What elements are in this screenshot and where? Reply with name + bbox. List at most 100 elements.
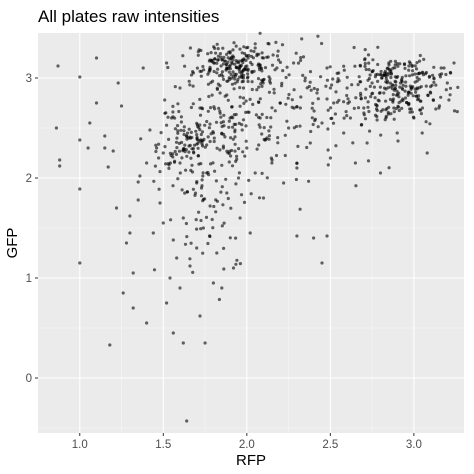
data-point	[342, 100, 346, 104]
data-point	[245, 54, 249, 58]
data-point	[401, 83, 405, 87]
data-point	[418, 108, 423, 112]
data-point	[203, 341, 207, 345]
data-point	[238, 95, 242, 99]
data-point	[282, 181, 286, 185]
data-point	[409, 87, 413, 91]
data-point	[316, 97, 320, 101]
data-point	[368, 84, 372, 88]
data-point	[335, 71, 339, 75]
data-point	[173, 159, 177, 163]
data-point	[324, 84, 328, 88]
y-tick-label: 0	[26, 373, 32, 385]
data-point	[227, 70, 231, 74]
data-point	[222, 113, 226, 117]
data-point	[287, 126, 291, 130]
data-point	[178, 161, 182, 165]
data-point	[437, 104, 442, 108]
data-point	[447, 98, 451, 102]
data-point	[270, 106, 274, 110]
data-point	[182, 132, 186, 137]
data-point	[248, 231, 252, 235]
data-point	[163, 98, 167, 102]
data-point	[308, 70, 313, 74]
data-point	[86, 146, 90, 150]
data-point	[236, 176, 241, 180]
data-point	[54, 126, 59, 130]
data-point	[448, 70, 452, 75]
data-point	[328, 65, 332, 69]
data-point	[78, 75, 82, 79]
data-point	[200, 178, 204, 182]
data-point	[430, 83, 434, 87]
data-point	[185, 235, 189, 239]
data-point	[391, 93, 395, 97]
data-point	[363, 57, 367, 61]
data-point	[307, 84, 311, 89]
data-point	[427, 74, 432, 78]
data-point	[229, 206, 233, 210]
data-point	[396, 105, 401, 109]
data-point	[176, 177, 180, 181]
data-point	[267, 134, 271, 138]
data-point	[111, 149, 115, 153]
data-point	[171, 110, 175, 114]
data-point	[356, 83, 360, 87]
data-point	[163, 111, 167, 115]
data-point	[285, 119, 289, 123]
data-point	[253, 46, 257, 50]
data-point	[165, 123, 169, 127]
data-point	[320, 121, 324, 125]
data-point	[422, 57, 426, 62]
data-point	[216, 58, 220, 62]
data-point	[154, 149, 158, 154]
data-point	[364, 87, 368, 91]
data-point	[374, 107, 379, 111]
data-point	[171, 184, 175, 188]
data-point	[201, 251, 205, 255]
data-point	[366, 105, 370, 109]
data-point	[201, 199, 205, 203]
data-point	[217, 297, 221, 302]
data-point	[383, 118, 387, 122]
data-point	[237, 121, 241, 125]
data-point	[431, 98, 435, 102]
data-point	[159, 131, 163, 135]
data-point	[151, 231, 155, 235]
data-point	[238, 86, 242, 90]
data-point	[280, 84, 284, 88]
data-point	[315, 88, 320, 92]
data-point	[234, 159, 238, 163]
data-point	[201, 144, 205, 148]
data-point	[220, 58, 224, 62]
data-point	[352, 106, 356, 110]
data-point	[242, 101, 246, 105]
data-point	[166, 115, 170, 119]
data-point	[213, 57, 217, 61]
data-point	[199, 227, 203, 231]
data-point	[369, 95, 373, 99]
data-point	[243, 154, 247, 158]
data-point	[168, 161, 172, 165]
data-point	[180, 140, 184, 145]
data-point	[238, 262, 242, 266]
data-point	[358, 63, 362, 67]
data-point	[235, 154, 239, 158]
data-point	[194, 218, 198, 222]
data-point	[155, 146, 159, 150]
data-point	[294, 124, 299, 129]
data-point	[163, 145, 167, 149]
data-point	[385, 66, 389, 71]
data-point	[445, 81, 449, 85]
data-point	[175, 136, 179, 140]
data-point	[367, 109, 371, 114]
data-point	[258, 31, 262, 35]
data-point	[378, 171, 383, 175]
data-point	[190, 163, 194, 167]
data-point	[241, 96, 246, 100]
data-point	[251, 102, 255, 106]
data-point	[210, 60, 214, 64]
data-point	[212, 61, 216, 65]
data-point	[183, 150, 187, 154]
